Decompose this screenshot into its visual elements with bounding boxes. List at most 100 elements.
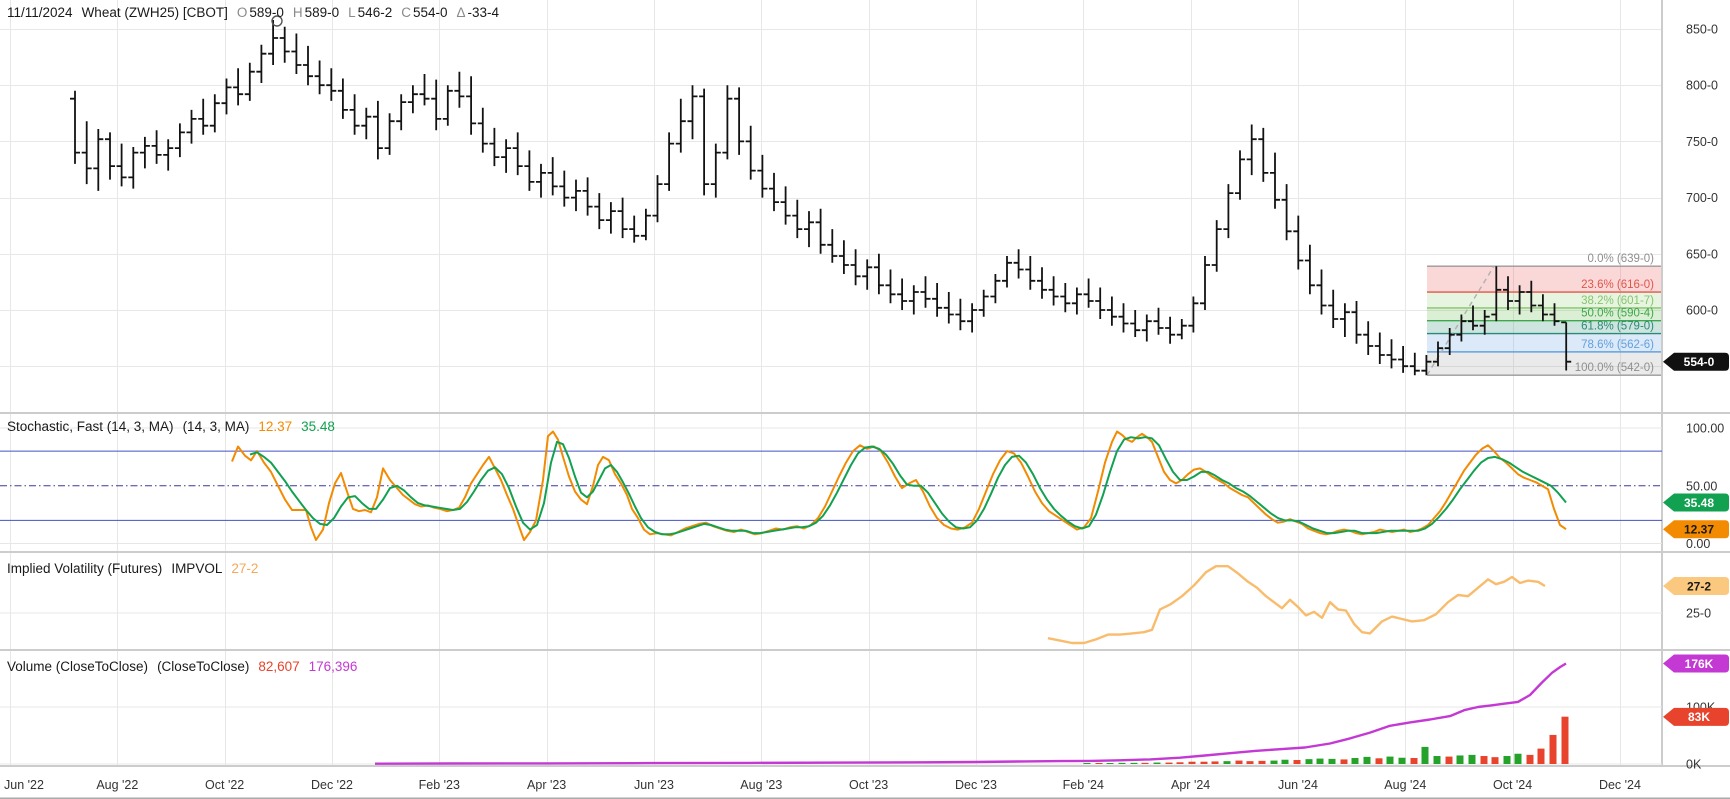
swing-high-marker[interactable] [271,15,283,27]
volume-bar [1537,748,1545,764]
fib-level-label: 78.6% (562-6) [1581,339,1654,351]
fib-level-label: 50.0% (590-4) [1581,308,1654,320]
impvol-study-name: Implied Volatility (Futures) [7,561,163,576]
volume-bar [1433,756,1441,764]
stochastic-slow-MA-line [249,436,1567,536]
price-axis-label: 850-0 [1686,23,1718,37]
volume-bar [1200,761,1208,764]
fib-level-label: 100.0% (542-0) [1575,362,1654,374]
volume-bar [1340,759,1348,764]
stochastic-study-name: Stochastic, Fast (14, 3, MA) [7,419,174,434]
stoch-axis-label: 100.00 [1686,422,1724,436]
volume-line-tag: 176K [1663,654,1729,673]
volume-bar [1223,761,1231,764]
impvol-tag: 27-2 [1663,577,1729,595]
x-axis-label[interactable]: Apr '24 [1171,778,1210,792]
x-axis-labels: Jun '22 Aug '22 Oct '22 Dec '22 Feb '23 Apr '… [4,778,1641,792]
volume-bar [1095,763,1103,764]
volume-study-name: Volume (CloseToClose) [7,659,149,674]
stochastic-study-params: (14, 3, MA) [182,419,250,434]
y-axis-labels: 850-0 800-0 750-0 700-0 650-0 600-0 100.00 50.0… [1686,23,1724,772]
ohlc-open: O 589-0 [236,5,284,20]
svg-text:27-2: 27-2 [1687,579,1711,593]
impvol-line [1047,565,1546,645]
stoch-fast-tag: 12.37 [1663,520,1729,539]
volume-bar [1491,757,1499,764]
x-axis-label[interactable]: Jun '23 [634,778,674,792]
svg-text:83K: 83K [1688,710,1710,724]
x-axis-label[interactable]: Feb '24 [1063,778,1104,792]
volume-bar [1235,760,1243,764]
volume-bar [1106,763,1114,764]
volume-cumulative-line [374,662,1567,765]
impvol-value: 27-2 [231,561,259,576]
volume-bar [1398,757,1406,764]
stoch-axis-label: 0.00 [1686,537,1710,551]
stochastic-slow-value: 35.48 [301,419,335,434]
svg-text:176K: 176K [1685,657,1714,671]
volume-bar [1514,753,1522,764]
price-axis-label: 800-0 [1686,79,1718,93]
svg-text:35.48: 35.48 [1684,496,1714,510]
x-axis-label[interactable]: Aug '22 [96,778,138,792]
volume-bar [1410,758,1418,764]
implied-volatility-panel-header[interactable]: Implied Volatility (Futures) IMPVOL 27-2 [7,561,258,576]
fib-level-label: 61.8% (579-0) [1581,321,1654,333]
volume-bar [1176,762,1184,764]
implied-volatility-panel [0,565,1662,645]
impvol-study-code: IMPVOL [171,561,223,576]
volume-bar-value: 82,607 [258,659,300,674]
ohlc-low: L 546-2 [348,5,393,20]
svg-text:12.37: 12.37 [1684,523,1714,537]
volume-study-params: (CloseToClose) [157,659,250,674]
fib-level-label: 0.0% (639-0) [1588,253,1655,265]
volume-bar [1258,760,1266,764]
price-axis-label: 650-0 [1686,247,1718,261]
volume-bar [1316,758,1324,764]
x-axis-label[interactable]: Oct '22 [205,778,244,792]
volume-bar [1153,762,1161,764]
volume-bar [1526,754,1534,764]
fib-band [1427,320,1662,334]
ohlc-close: C 554-0 [401,5,448,20]
header-date: 11/11/2024 [7,5,73,20]
fib-band [1427,292,1662,308]
volume-panel-header[interactable]: Volume (CloseToClose) (CloseToClose) 82,… [7,659,357,674]
volume-bar [1305,759,1313,764]
volume-bar [1468,754,1476,764]
stochastic-panel [0,427,1662,544]
x-axis-label[interactable]: Oct '23 [849,778,888,792]
x-axis-label[interactable]: Dec '23 [955,778,997,792]
x-axis-label[interactable]: Aug '23 [740,778,782,792]
price-ohlc-bars [70,20,1572,376]
volume-bar [1293,760,1301,764]
chart-header[interactable]: 11/11/2024 Wheat (ZWH25) [CBOT] O 589-0 H… [7,5,499,20]
volume-bar [1328,758,1336,764]
x-axis-label[interactable]: Dec '24 [1599,778,1641,792]
x-axis-label[interactable]: Dec '22 [311,778,353,792]
volume-bar [1386,756,1394,764]
x-axis-label[interactable]: Feb '23 [419,778,460,792]
x-axis-label[interactable]: Oct '24 [1493,778,1532,792]
volume-axis-label: 0K [1686,758,1702,772]
volume-line-value: 176,396 [308,659,358,674]
volume-bar [1549,734,1557,764]
x-axis-label[interactable]: Aug '24 [1384,778,1426,792]
x-axis-label[interactable]: Jun '22 [4,778,44,792]
stoch-slow-tag: 35.48 [1663,493,1729,512]
volume-bar [1165,762,1173,764]
x-axis-label[interactable]: Apr '23 [527,778,566,792]
volume-bar [1270,760,1278,764]
price-gridlines [0,29,1662,367]
stochastic-panel-header[interactable]: Stochastic, Fast (14, 3, MA) (14, 3, MA)… [7,419,335,434]
volume-bar [1561,716,1569,764]
svg-text:554-0: 554-0 [1684,355,1715,369]
fib-band [1427,266,1662,293]
volume-bar [1118,762,1126,764]
ohlc-high: H 589-0 [292,5,340,20]
x-axis-label[interactable]: Jun '24 [1278,778,1318,792]
